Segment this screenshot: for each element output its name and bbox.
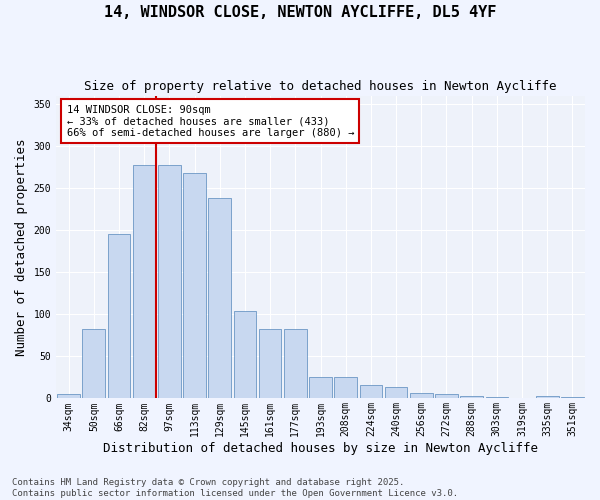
Bar xyxy=(334,376,357,398)
Bar xyxy=(107,234,130,398)
Bar xyxy=(359,385,382,398)
Bar xyxy=(58,394,80,398)
Bar xyxy=(183,173,206,398)
Bar xyxy=(561,396,584,398)
Text: Contains HM Land Registry data © Crown copyright and database right 2025.
Contai: Contains HM Land Registry data © Crown c… xyxy=(12,478,458,498)
Y-axis label: Number of detached properties: Number of detached properties xyxy=(15,138,28,356)
X-axis label: Distribution of detached houses by size in Newton Aycliffe: Distribution of detached houses by size … xyxy=(103,442,538,455)
Bar xyxy=(208,198,231,398)
Text: 14 WINDSOR CLOSE: 90sqm
← 33% of detached houses are smaller (433)
66% of semi-d: 14 WINDSOR CLOSE: 90sqm ← 33% of detache… xyxy=(67,104,354,138)
Bar xyxy=(485,396,508,398)
Bar xyxy=(158,164,181,398)
Bar xyxy=(82,328,105,398)
Bar xyxy=(435,394,458,398)
Text: 14, WINDSOR CLOSE, NEWTON AYCLIFFE, DL5 4YF: 14, WINDSOR CLOSE, NEWTON AYCLIFFE, DL5 … xyxy=(104,5,496,20)
Title: Size of property relative to detached houses in Newton Aycliffe: Size of property relative to detached ho… xyxy=(84,80,557,93)
Bar xyxy=(309,376,332,398)
Bar xyxy=(410,392,433,398)
Bar xyxy=(460,396,483,398)
Bar xyxy=(284,328,307,398)
Bar xyxy=(385,388,407,398)
Bar xyxy=(233,311,256,398)
Bar xyxy=(133,164,155,398)
Bar xyxy=(259,328,281,398)
Bar xyxy=(536,396,559,398)
